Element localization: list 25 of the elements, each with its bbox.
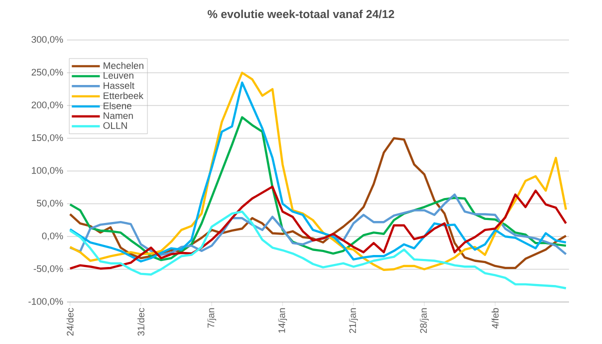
y-tick-label: -50,0% xyxy=(34,265,63,274)
y-tick-label: 200,0% xyxy=(32,102,63,110)
x-tick-label: 4/feb xyxy=(492,308,499,329)
x-tick-label: 28/jan xyxy=(420,308,429,334)
chart-title: % evolutie week-totaal vanaf 24/12 xyxy=(208,10,394,18)
legend-label: Mechelen xyxy=(104,62,144,69)
x-tick-label: 24/dec xyxy=(66,308,74,336)
legend-label: Namen xyxy=(104,112,133,120)
x-tick-label: 14/jan xyxy=(278,308,287,333)
legend-label: OLLN xyxy=(103,122,127,129)
y-tick-label: -100,0% xyxy=(28,298,63,306)
y-tick-label: 50,0% xyxy=(36,200,63,208)
x-tick-label: 7/jan xyxy=(207,308,216,328)
legend-label: Leuven xyxy=(104,72,134,79)
y-tick-label: 0,0% xyxy=(42,232,63,240)
x-tick-label: 31/dec xyxy=(137,308,144,336)
y-tick-label: 250,0% xyxy=(32,68,63,77)
y-tick-label: 150,0% xyxy=(32,134,63,142)
legend-label: Elsene xyxy=(104,102,132,110)
line-series xyxy=(68,193,568,256)
legend-label: Hasselt xyxy=(104,82,134,89)
x-tick-label: 21/jan xyxy=(349,308,358,334)
legend-label: Etterbeek xyxy=(104,92,144,100)
y-tick-label: 100,0% xyxy=(32,167,63,175)
y-tick-label: 300,0% xyxy=(32,36,63,44)
